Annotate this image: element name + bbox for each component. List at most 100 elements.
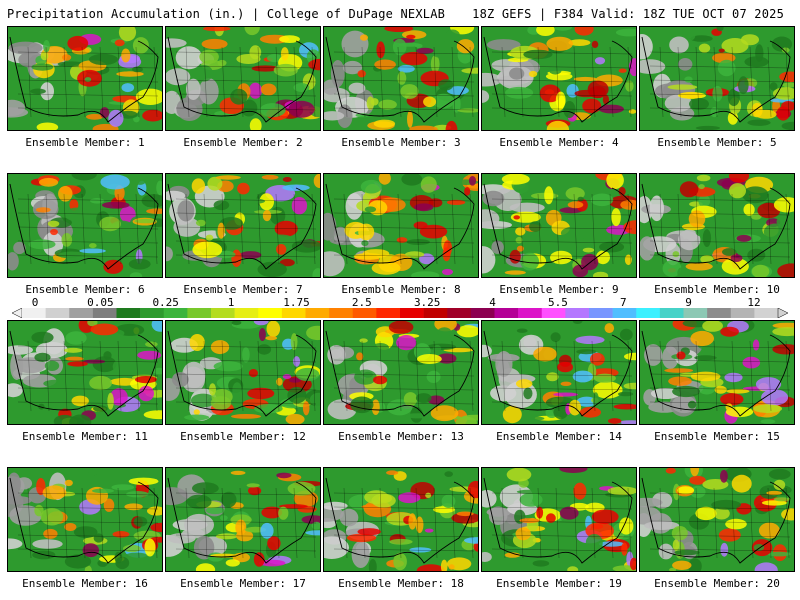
- colorbar-segment: [329, 308, 354, 318]
- colorbar-segment: [305, 308, 330, 318]
- ensemble-member-map: [7, 467, 163, 572]
- colorbar-segment: [730, 308, 755, 318]
- precipitation-map: [166, 321, 320, 424]
- ensemble-member-label: Ensemble Member: 9: [499, 283, 619, 296]
- colorbar-segment: [400, 308, 424, 318]
- ensemble-member-map: [639, 26, 795, 131]
- ensemble-member-label: Ensemble Member: 4: [499, 136, 619, 149]
- ensemble-member-map: [7, 320, 163, 425]
- colorbar-segment: [211, 308, 235, 318]
- ensemble-member-map: [481, 320, 637, 425]
- ensemble-member-map: [323, 26, 479, 131]
- precipitation-map: [640, 321, 794, 424]
- ensemble-member-map: [481, 26, 637, 131]
- ensemble-member-label: Ensemble Member: 6: [25, 283, 145, 296]
- colorbar-segment: [116, 308, 141, 318]
- colorbar-tick-label: 0: [31, 296, 39, 309]
- colorbar-segment: [45, 308, 70, 318]
- colorbar-tick-label: 7: [619, 296, 627, 309]
- ensemble-member-label: Ensemble Member: 7: [183, 283, 303, 296]
- precipitation-map: [482, 174, 636, 277]
- ensemble-member-label: Ensemble Member: 11: [22, 430, 148, 443]
- colorbar-segment: [659, 308, 684, 318]
- precipitation-colorbar: [12, 308, 788, 318]
- ensemble-member-label: Ensemble Member: 20: [654, 577, 780, 590]
- run-valid-time: 18Z GEFS | F384 Valid: 18Z TUE OCT 07 20…: [472, 7, 784, 21]
- header: Precipitation Accumulation (in.) | Colle…: [0, 0, 800, 26]
- ensemble-member-map: [481, 467, 637, 572]
- ensemble-member-label: Ensemble Member: 14: [496, 430, 622, 443]
- ensemble-member-map: [481, 173, 637, 278]
- colorbar-tick-label: 1.75: [283, 296, 310, 309]
- precipitation-map: [166, 27, 320, 130]
- ensemble-member-label: Ensemble Member: 17: [180, 577, 306, 590]
- colorbar-segment: [187, 308, 212, 318]
- colorbar-tick-label: 3.25: [413, 296, 441, 309]
- precipitation-map: [640, 27, 794, 130]
- ensemble-member-map: [639, 320, 795, 425]
- precipitation-map: [324, 321, 478, 424]
- colorbar-segment: [447, 308, 472, 318]
- colorbar-tick-label: 2.5: [351, 296, 372, 309]
- colorbar-segment: [589, 308, 613, 318]
- ensemble-member-label: Ensemble Member: 13: [338, 430, 464, 443]
- colorbar-segment: [707, 308, 732, 318]
- ensemble-member-label: Ensemble Member: 15: [654, 430, 780, 443]
- colorbar-segment: [22, 308, 46, 318]
- colorbar-segment: [518, 308, 543, 318]
- colorbar-tick-label: 0.25: [152, 296, 179, 309]
- colorbar-max-arrow: [777, 308, 788, 318]
- ensemble-member-map: [165, 320, 321, 425]
- colorbar-segment: [494, 308, 519, 318]
- ensemble-member-map: [323, 320, 479, 425]
- colorbar-tick-label: 12: [747, 296, 761, 309]
- ensemble-member-map: [7, 26, 163, 131]
- colorbar-segment: [470, 308, 495, 318]
- ensemble-member-map: [639, 467, 795, 572]
- colorbar-tick-label: 1: [227, 296, 235, 309]
- ensemble-member-label: Ensemble Member: 18: [338, 577, 464, 590]
- precipitation-map: [640, 468, 794, 571]
- ensemble-member-label: Ensemble Member: 5: [657, 136, 777, 149]
- colorbar-segment: [281, 308, 306, 318]
- precipitation-map: [8, 468, 162, 571]
- colorbar-segment: [541, 308, 566, 318]
- product-title: Precipitation Accumulation (in.) | Colle…: [7, 7, 446, 21]
- ensemble-member-label: Ensemble Member: 2: [183, 136, 303, 149]
- ensemble-member-label: Ensemble Member: 19: [496, 577, 622, 590]
- ensemble-member-label: Ensemble Member: 3: [341, 136, 461, 149]
- ensemble-member-label: Ensemble Member: 8: [341, 283, 461, 296]
- colorbar-segment: [376, 308, 401, 318]
- colorbar-segment: [163, 308, 188, 318]
- precipitation-map: [324, 27, 478, 130]
- colorbar-segment: [754, 308, 779, 318]
- colorbar-segment: [565, 308, 590, 318]
- precipitation-map: [324, 174, 478, 277]
- ensemble-member-label: Ensemble Member: 1: [25, 136, 145, 149]
- colorbar-tick-label: 0.05: [87, 296, 114, 309]
- precipitation-map: [8, 321, 162, 424]
- precipitation-map: [8, 174, 162, 277]
- precipitation-map: [482, 468, 636, 571]
- colorbar-segment: [140, 308, 165, 318]
- colorbar-tick-label: 5.5: [547, 296, 568, 309]
- precipitation-map: [8, 27, 162, 130]
- colorbar-tick-label: 4: [489, 296, 496, 309]
- precipitation-map: [166, 174, 320, 277]
- ensemble-member-map: [323, 467, 479, 572]
- colorbar-min-arrow: [12, 308, 23, 318]
- colorbar-segment: [92, 308, 117, 318]
- colorbar-tick-label: 9: [685, 296, 692, 309]
- ensemble-member-map: [639, 173, 795, 278]
- colorbar-segment: [636, 308, 661, 318]
- precipitation-map: [482, 27, 636, 130]
- colorbar-segment: [234, 308, 259, 318]
- ensemble-member-map: [165, 467, 321, 572]
- colorbar-segment: [69, 308, 94, 318]
- ensemble-member-map: [7, 173, 163, 278]
- precipitation-map: [324, 468, 478, 571]
- precipitation-map: [166, 468, 320, 571]
- colorbar-segment: [352, 308, 377, 318]
- ensemble-member-label: Ensemble Member: 12: [180, 430, 306, 443]
- ensemble-member-map: [165, 173, 321, 278]
